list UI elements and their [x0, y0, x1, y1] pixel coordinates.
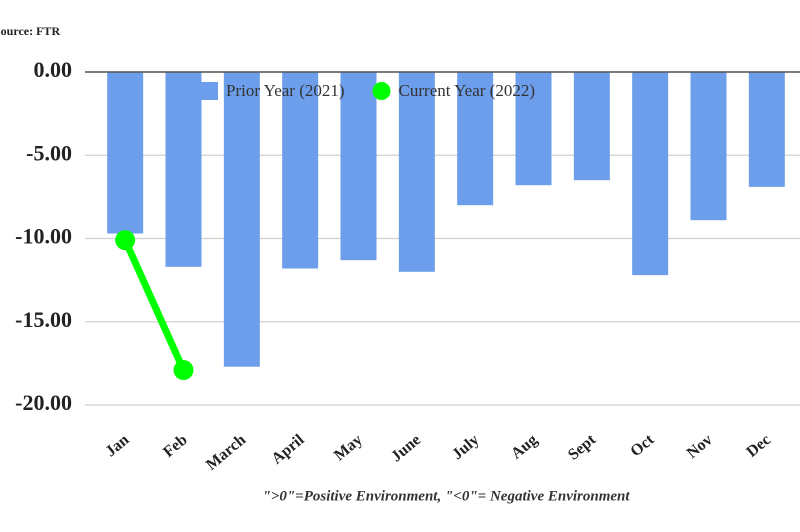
- bar: [632, 72, 669, 276]
- x-tick-label: April: [269, 431, 308, 468]
- footnote: ">0"=Positive Environment, "<0"= Negativ…: [262, 488, 630, 504]
- x-tick-label: Feb: [160, 431, 191, 461]
- bar: [107, 72, 144, 234]
- bar: [457, 72, 494, 206]
- y-tick-label: -5.00: [26, 140, 72, 165]
- bar: [165, 72, 202, 267]
- bar: [282, 72, 319, 269]
- x-tick-label: Jan: [102, 431, 132, 460]
- y-tick-label: 0.00: [34, 57, 73, 82]
- y-tick-label: -15.00: [15, 307, 72, 332]
- legend-swatch: [372, 82, 391, 100]
- legend-label: Prior Year (2021): [226, 81, 345, 100]
- x-tick-label: Sept: [565, 431, 600, 464]
- x-tick-label: Nov: [684, 431, 716, 462]
- x-tick-label: Dec: [743, 431, 774, 461]
- bar: [573, 72, 610, 181]
- y-tick-label: -10.00: [15, 224, 72, 249]
- source: Source: FTR: [0, 24, 60, 38]
- bar: [340, 72, 377, 261]
- x-tick-label: March: [203, 431, 249, 474]
- legend-label: Current Year (2022): [399, 81, 535, 100]
- x-tick-label: May: [331, 431, 366, 464]
- bar: [398, 72, 435, 272]
- y-tick-label: -20.00: [15, 390, 72, 415]
- bar: [748, 72, 785, 187]
- x-tick-label: Aug: [508, 431, 541, 462]
- x-tick-label: June: [388, 431, 424, 465]
- bar: [515, 72, 552, 186]
- line: [121, 238, 187, 372]
- bar: [690, 72, 727, 221]
- x-tick-label: July: [449, 431, 482, 463]
- legend-swatch: [200, 82, 218, 100]
- point: [173, 360, 194, 381]
- point: [115, 230, 136, 251]
- x-tick-label: Oct: [627, 431, 657, 460]
- bar: [223, 72, 260, 367]
